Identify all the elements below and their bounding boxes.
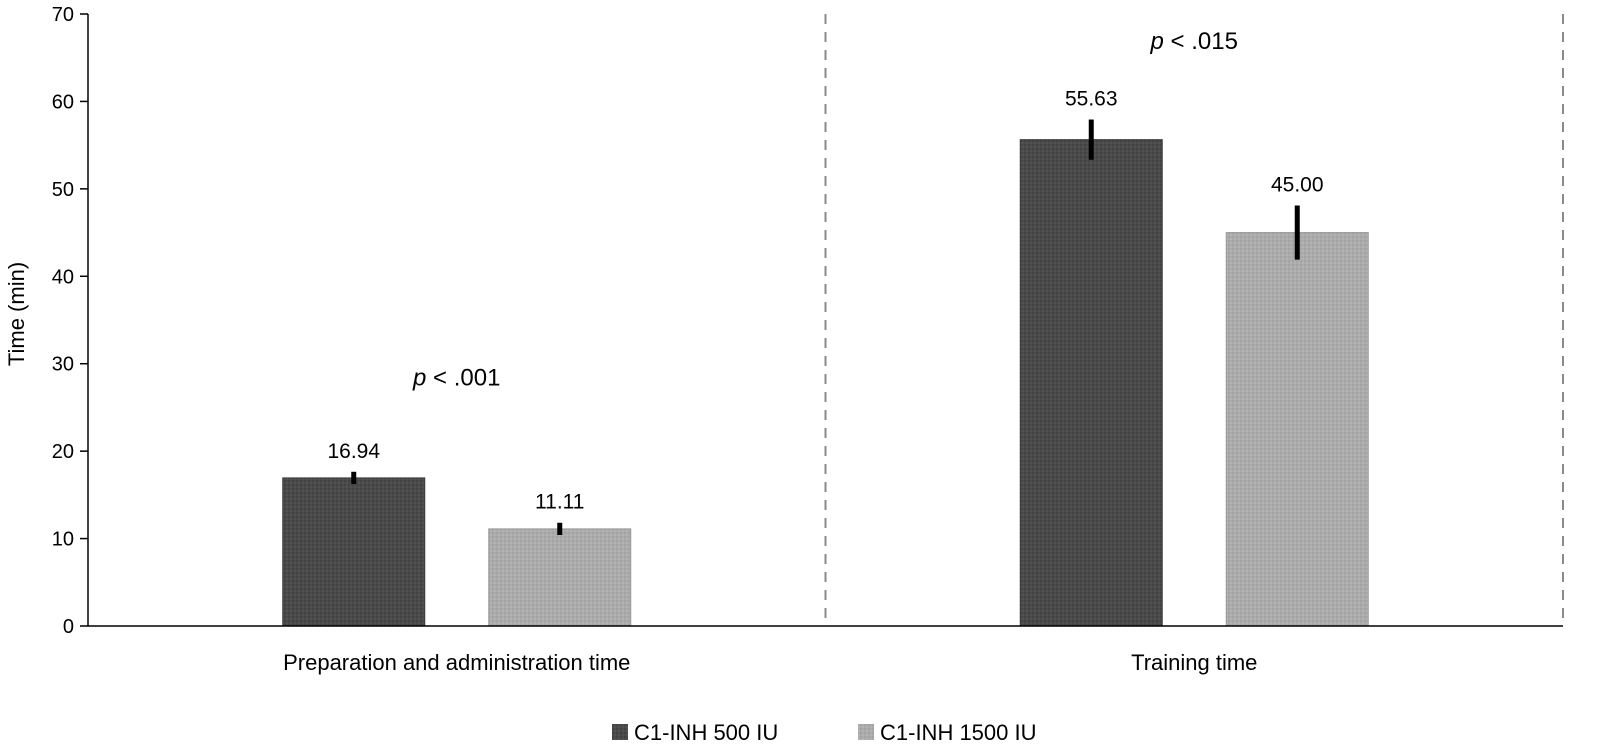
data-label: 16.94 [327,440,380,463]
category-labels: Preparation and administration time Train… [283,650,1257,675]
legend-label: C1-INH 1500 IU [880,720,1037,745]
legend-label: C1-INH 500 IU [634,720,778,745]
legend: C1-INH 500 IU C1-INH 1500 IU [612,720,1037,745]
category-dividers [824,14,1564,626]
y-tick-label: 10 [52,529,74,551]
data-label: 11.11 [535,491,584,514]
y-tick-label: 40 [52,266,74,288]
x-tick-label: Training time [1131,650,1257,675]
y-tick-label: 70 [52,4,74,26]
y-tick-label: 50 [52,179,74,201]
bars: 16.94 11.11 55.63 45.00 [282,88,1369,627]
data-label: 45.00 [1271,173,1324,196]
bar [282,477,426,627]
y-tick-label: 30 [52,354,74,376]
bar [1019,139,1163,627]
legend-swatch [612,724,628,740]
x-tick-label: Preparation and administration time [283,650,630,675]
y-axis-label: Time (min) [4,262,29,366]
p-value-annotation: p < .015 [1150,28,1238,55]
y-tick-label: 60 [52,91,74,113]
p-value-annotation: p < .001 [412,365,500,392]
data-label: 55.63 [1065,88,1118,111]
legend-swatch [858,724,874,740]
bar [488,528,632,627]
y-axis-ticks: 0 10 20 30 40 50 60 70 [52,4,88,638]
axes [87,14,1563,627]
p-value-annotations: p < .001 p < .015 [412,28,1238,392]
y-tick-label: 0 [63,616,74,638]
bar [1225,232,1369,627]
y-tick-label: 20 [52,441,74,463]
